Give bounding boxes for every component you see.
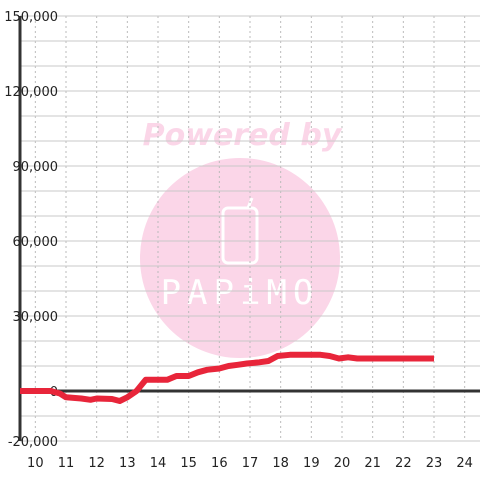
grid (20, 15, 480, 442)
y-tick-label: 30,000 (13, 310, 59, 325)
y-tick-label: 150,000 (4, 10, 58, 25)
x-tick-label: 13 (119, 456, 136, 471)
y-tick-label: 60,000 (13, 235, 59, 250)
x-tick-label: 11 (58, 456, 75, 471)
x-tick-label: 21 (364, 456, 381, 471)
x-tick-label: 24 (456, 456, 473, 471)
series-line (20, 351, 434, 404)
x-tick-label: 14 (150, 456, 167, 471)
y-tick-label: -20,000 (8, 435, 58, 450)
watermark-brand: PAPiMO (161, 273, 320, 313)
x-tick-label: 22 (395, 456, 412, 471)
y-tick-label: 120,000 (4, 85, 58, 100)
x-tick-label: 12 (88, 456, 105, 471)
x-tick-label: 17 (242, 456, 259, 471)
x-tick-label: 10 (27, 456, 44, 471)
series-layer (20, 351, 434, 404)
y-tick-label: 90,000 (13, 160, 59, 175)
phone-icon (221, 197, 259, 265)
watermark-text: Powered by (143, 118, 343, 153)
x-tick-label: 23 (426, 456, 443, 471)
x-tick-labels: 10 11 12 13 14 15 16 17 18 19 20 21 22 23 24 (27, 456, 473, 471)
watermark-circle (140, 158, 340, 358)
axes (18, 16, 480, 441)
x-tick-label: 20 (334, 456, 351, 471)
x-tick-label: 19 (303, 456, 320, 471)
x-tick-label: 15 (180, 456, 197, 471)
watermark: Powered by PAPiMO (140, 118, 343, 358)
x-tick-label: 18 (272, 456, 289, 471)
x-tick-label: 16 (211, 456, 228, 471)
